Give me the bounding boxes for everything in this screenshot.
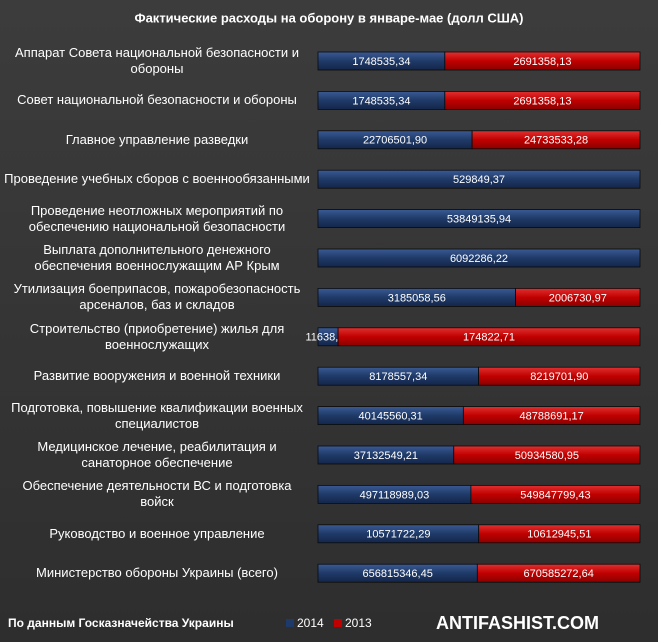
value-label: 8219701,90	[530, 371, 588, 383]
category-label: Утилизация боеприпасов, пожаробезопаснос…	[13, 281, 301, 313]
bar-segment	[478, 524, 641, 544]
bar-segment	[337, 327, 641, 347]
legend-label: 2014	[297, 616, 324, 630]
value-label: 3185058,56	[388, 292, 446, 304]
legend-label: 2013	[345, 616, 372, 630]
value-label: 2006730,97	[549, 292, 607, 304]
value-label: 10612945,51	[527, 529, 591, 541]
value-label: 37132549,21	[354, 450, 418, 462]
bar-segment	[444, 91, 641, 110]
category-label: Проведение учебных сборов с военнообязан…	[4, 171, 310, 187]
value-label: 6092286,22	[450, 253, 508, 265]
bar-segment	[444, 51, 641, 71]
chart-title: Фактические расходы на оборону в январе-…	[134, 10, 523, 25]
value-label: 48788691,17	[520, 411, 584, 423]
value-label: 8178557,34	[369, 371, 427, 383]
legend-swatch	[334, 619, 342, 627]
watermark: ANTIFASHIST.COM	[436, 613, 599, 633]
bar-segment	[470, 484, 641, 504]
value-label: 529849,37	[453, 174, 505, 186]
value-label: 1748535,34	[352, 56, 410, 68]
category-label: Проведение неотложных мероприятий по обе…	[28, 202, 286, 234]
bar-segment	[317, 209, 641, 229]
category-label: Обеспечение деятельности ВС и подготовка…	[22, 478, 292, 510]
category-label: Подготовка, повышение квалификации военн…	[11, 399, 303, 431]
category-label: Строительство (приобретение) жилья для в…	[29, 320, 285, 352]
value-label: 2691358,13	[513, 56, 571, 68]
category-label: Аппарат Совета национальной безопасности…	[14, 45, 299, 76]
category-label: Выплата дополнительного денежного обеспе…	[34, 242, 280, 273]
bar-segment	[317, 248, 641, 268]
value-label: 24733533,28	[524, 135, 588, 147]
value-label: 174822,71	[463, 332, 515, 344]
value-label: 1748535,34	[352, 95, 410, 107]
value-label: 10571722,29	[366, 529, 430, 541]
bar-segment	[471, 130, 641, 150]
category-label: Медицинское лечение, реабилитация и сана…	[37, 439, 277, 470]
legend-swatch	[286, 619, 294, 627]
bar-segment	[478, 366, 641, 386]
value-label: 53849135,94	[447, 214, 511, 226]
value-label: 50934580,95	[515, 450, 579, 462]
category-label: Руководство и военное управление	[49, 525, 265, 541]
bar-segment	[515, 287, 641, 307]
value-label: 40145560,31	[359, 411, 423, 423]
category-label: Главное управление разведки	[65, 131, 249, 147]
bar-segment	[476, 563, 641, 583]
value-label: 549847799,43	[520, 489, 590, 501]
value-label: 2691358,13	[513, 95, 571, 107]
bar-segment	[453, 445, 641, 465]
value-label: 656815346,45	[362, 568, 432, 580]
bar-segment	[317, 169, 641, 189]
value-label: 670585272,64	[523, 568, 593, 580]
value-label: 22706501,90	[363, 135, 427, 147]
value-label: 497118989,03	[360, 489, 430, 501]
source-note: По данным Госказначейства Украины	[8, 616, 234, 630]
bar-segment	[462, 406, 641, 426]
category-label: Развитие вооружения и военной техники	[33, 368, 281, 384]
category-label: Министерство обороны Украины (всего)	[36, 565, 278, 581]
category-label: Совет национальной безопасности и оборон…	[17, 92, 297, 108]
